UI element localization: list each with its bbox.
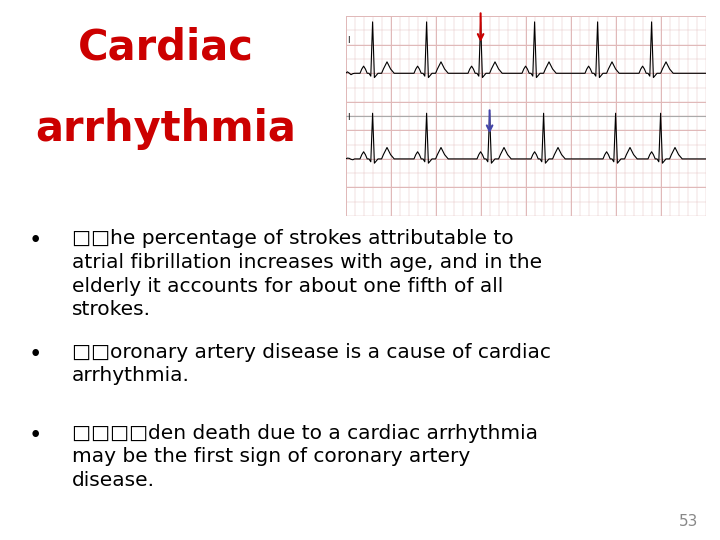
Text: □□□□den death due to a cardiac arrhythmia
may be the first sign of coronary arte: □□□□den death due to a cardiac arrhythmi…: [72, 424, 538, 490]
Text: □□he percentage of strokes attributable to
atrial fibrillation increases with ag: □□he percentage of strokes attributable …: [72, 230, 542, 319]
Text: •: •: [29, 230, 42, 253]
Text: Cardiac: Cardiac: [78, 27, 253, 69]
Text: I: I: [347, 36, 350, 45]
Text: •: •: [29, 424, 42, 447]
Text: □□oronary artery disease is a cause of cardiac
arrhythmia.: □□oronary artery disease is a cause of c…: [72, 343, 551, 386]
Text: •: •: [29, 343, 42, 366]
Text: I: I: [347, 113, 350, 122]
Text: arrhythmia: arrhythmia: [35, 108, 296, 150]
Text: 53: 53: [679, 514, 698, 529]
